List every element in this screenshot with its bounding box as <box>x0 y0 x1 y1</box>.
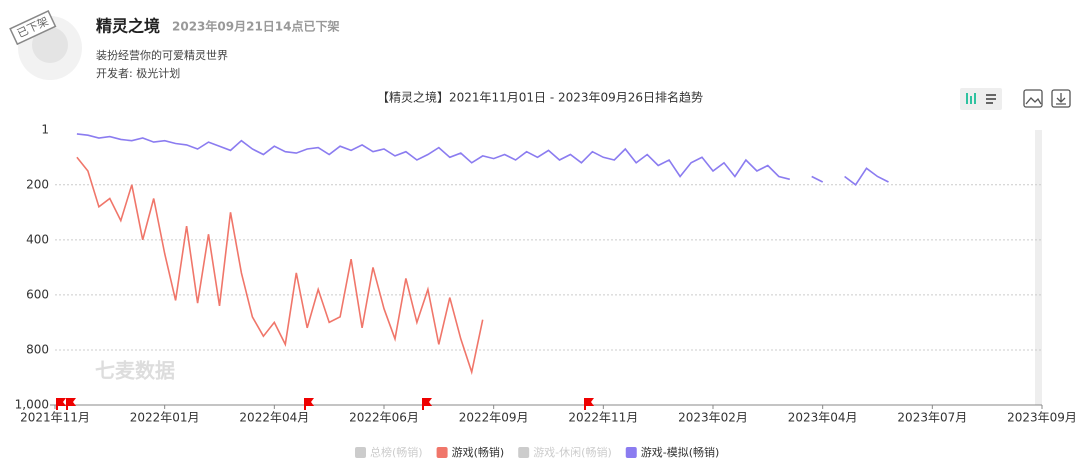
x-tick-label: 2022年11月 <box>568 411 638 425</box>
scrollbar[interactable] <box>1035 130 1042 405</box>
view-toggle[interactable] <box>960 88 1002 110</box>
y-tick-label: 600 <box>26 287 49 301</box>
image-icon[interactable] <box>1023 89 1043 108</box>
x-tick-label: 2023年02月 <box>678 411 748 425</box>
x-tick-label: 2021年11月 <box>20 411 90 425</box>
bar-icon[interactable] <box>966 93 976 104</box>
event-flags[interactable] <box>56 398 594 410</box>
legend-label[interactable]: 游戏-模拟(畅销) <box>641 445 720 459</box>
legend-swatch[interactable] <box>436 447 448 458</box>
chart-title: 【精灵之境】2021年11月01日 - 2023年09月26日排名趋势 <box>377 90 703 105</box>
download-icon[interactable] <box>1051 89 1071 108</box>
app-icon-face <box>32 27 68 63</box>
image-icon-line <box>1025 97 1042 105</box>
y-tick-label: 800 <box>26 342 49 356</box>
app-status: 2023年09月21日14点已下架 <box>172 19 340 34</box>
line-series <box>76 156 484 376</box>
app-title: 精灵之境 <box>96 17 160 36</box>
legend-swatch[interactable] <box>518 447 530 458</box>
download-arrow <box>1056 93 1066 105</box>
x-tick-label: 2023年09月 <box>1007 411 1077 425</box>
y-tick-label: 1 <box>41 123 49 137</box>
app-description: 装扮经营你的可爱精灵世界 <box>96 48 228 62</box>
legend-swatch[interactable] <box>625 447 637 458</box>
x-tick-label: 2022年01月 <box>130 411 200 425</box>
x-tick-label: 2023年07月 <box>897 411 967 425</box>
legend-label[interactable]: 游戏-休闲(畅销) <box>533 445 612 459</box>
y-tick-label: 1,000 <box>15 398 49 412</box>
legend-swatch[interactable] <box>355 447 366 458</box>
app-developer: 开发者: 极光计划 <box>96 66 180 80</box>
x-tick-label: 2022年09月 <box>459 411 529 425</box>
list-icon[interactable] <box>986 94 996 104</box>
line-series <box>844 167 889 186</box>
y-tick-label: 400 <box>26 232 49 246</box>
legend-label[interactable]: 总榜(畅销) <box>370 445 423 459</box>
stamp-box <box>9 9 57 46</box>
legend-label[interactable]: 游戏(畅销) <box>452 445 505 459</box>
x-tick-label: 2022年06月 <box>349 411 419 425</box>
x-tick-label: 2023年04月 <box>788 411 858 425</box>
line-series <box>811 175 824 183</box>
y-tick-label: 200 <box>26 177 49 191</box>
watermark: 七麦数据 <box>95 359 175 383</box>
x-tick-label: 2022年04月 <box>239 411 309 425</box>
line-series <box>76 133 790 181</box>
